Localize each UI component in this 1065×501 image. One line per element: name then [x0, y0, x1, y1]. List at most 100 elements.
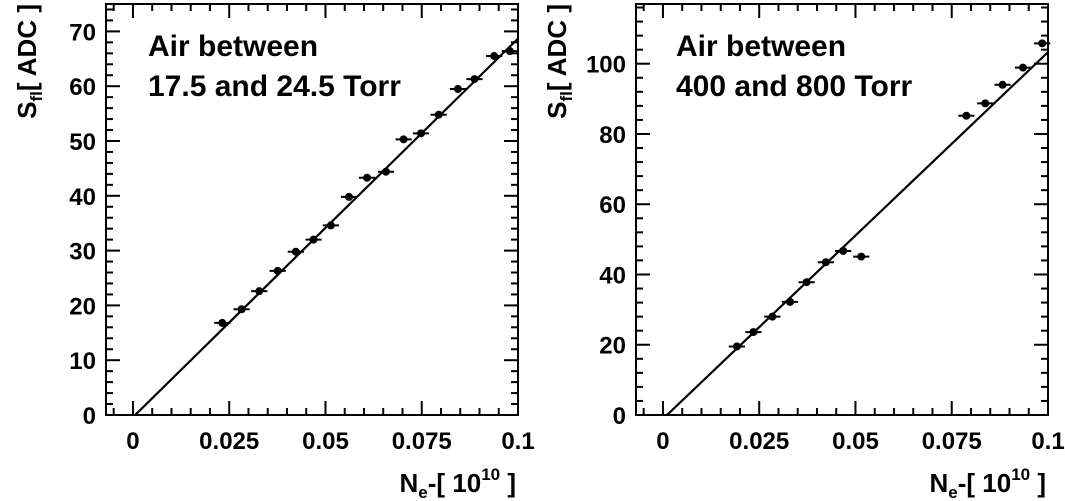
- y-tick-label: 0: [83, 403, 96, 430]
- data-point: [1034, 39, 1051, 48]
- y-tick-label: 10: [69, 348, 96, 375]
- data-marker: [399, 135, 408, 144]
- data-point: [430, 110, 447, 119]
- data-marker: [1018, 63, 1027, 72]
- data-marker: [505, 47, 514, 56]
- data-point: [305, 235, 322, 244]
- x-axis-label-suffix: -[ 10: [958, 468, 1011, 498]
- data-marker: [749, 328, 758, 337]
- data-point: [251, 287, 268, 296]
- y-tick-label: 70: [69, 19, 96, 46]
- data-marker: [1038, 39, 1047, 48]
- data-point: [377, 167, 395, 176]
- data-point: [1014, 63, 1032, 72]
- annotation-line: Air between: [676, 30, 846, 63]
- x-axis-label-sub: e: [418, 483, 427, 501]
- data-marker: [998, 80, 1007, 89]
- data-marker: [786, 297, 795, 306]
- data-marker: [273, 266, 282, 275]
- data-marker: [434, 110, 443, 119]
- data-point: [835, 246, 852, 255]
- fit-line: [133, 37, 518, 415]
- fit-line: [665, 51, 1048, 415]
- data-marker: [309, 235, 318, 244]
- x-tick-label: 0.1: [1031, 428, 1064, 455]
- plot-frame: [105, 3, 519, 416]
- data-marker: [218, 318, 227, 327]
- y-axis-label-sub: fl: [27, 91, 46, 101]
- y-tick-label: 40: [69, 184, 96, 211]
- data-point: [781, 297, 799, 306]
- chart-panel-2: 0 20 40 60 80 100 0 0.025 0.05 0.075 0.1 Air betwee…: [542, 3, 1065, 501]
- data-point: [958, 111, 975, 120]
- data-marker: [802, 278, 811, 287]
- x-tick-label: 0: [656, 428, 669, 455]
- data-marker: [326, 221, 335, 230]
- data-point: [486, 52, 503, 61]
- data-marker: [291, 247, 300, 256]
- data-marker: [344, 192, 353, 201]
- data-marker: [821, 258, 830, 267]
- data-point: [322, 221, 339, 230]
- data-marker: [981, 99, 990, 108]
- data-point: [287, 247, 304, 256]
- data-point: [764, 312, 781, 321]
- data-marker: [470, 75, 479, 84]
- y-tick-label: 30: [69, 239, 96, 266]
- data-point: [853, 252, 870, 261]
- data-marker: [768, 312, 777, 321]
- data-point: [745, 328, 762, 337]
- x-axis-label: Ne-[ 1010 ]: [399, 465, 516, 501]
- data-point: [728, 342, 745, 351]
- x-axis-label-exp: 10: [1011, 465, 1030, 484]
- data-marker: [732, 342, 741, 351]
- data-marker: [453, 84, 462, 93]
- y-axis-label-suffix: [ ADC ]: [12, 4, 42, 91]
- data-marker: [363, 173, 372, 182]
- data-marker: [237, 305, 246, 314]
- x-tick-label: 0.1: [501, 428, 534, 455]
- x-tick-label: 0.025: [729, 428, 789, 455]
- data-marker: [381, 167, 390, 176]
- data-point: [412, 129, 430, 138]
- data-point: [395, 135, 412, 144]
- x-axis-label-main: N: [399, 468, 418, 498]
- x-tick-label: 0.075: [922, 428, 982, 455]
- y-axis-label-suffix: [ ADC ]: [542, 4, 572, 91]
- x-tick-label: 0.05: [832, 428, 879, 455]
- annotation-line: 400 and 800 Torr: [676, 70, 913, 103]
- x-axis-label: Ne-[ 1010 ]: [929, 465, 1046, 501]
- y-axis-label-main: S: [542, 102, 572, 119]
- annotation-line: 17.5 and 24.5 Torr: [148, 70, 401, 103]
- data-point: [798, 278, 815, 287]
- x-axis-label-suffix: -[ 10: [428, 468, 481, 498]
- data-point: [994, 80, 1011, 89]
- x-axis-label-close: ]: [500, 468, 516, 498]
- data-point: [214, 318, 231, 327]
- data-point: [340, 192, 358, 201]
- y-axis-label: Sfl[ ADC ]: [12, 4, 46, 119]
- data-marker: [255, 287, 264, 296]
- data-marker: [416, 129, 425, 138]
- y-tick-label: 50: [69, 129, 96, 156]
- plot-frame: [635, 3, 1049, 416]
- data-point: [817, 258, 834, 267]
- x-tick-label: 0.05: [302, 428, 349, 455]
- x-tick-label: 0.075: [392, 428, 452, 455]
- y-tick-label: 40: [599, 262, 626, 289]
- y-tick-label: 0: [613, 403, 626, 430]
- data-point: [501, 47, 518, 56]
- annotation-line: Air between: [148, 30, 318, 63]
- data-point: [977, 99, 994, 108]
- chart-panel-1: 0 10 20 30 40 50 60 70 0 0.025 0.05 0.075 0.1 Air bet…: [12, 3, 535, 501]
- y-tick-label: 20: [599, 333, 626, 360]
- x-axis-label-main: N: [929, 468, 948, 498]
- data-point: [449, 84, 467, 93]
- data-point: [466, 75, 483, 84]
- y-axis-label-main: S: [12, 102, 42, 119]
- data-marker: [839, 246, 848, 255]
- y-tick-label: 60: [69, 74, 96, 101]
- data-marker: [962, 111, 971, 120]
- x-tick-label: 0.025: [199, 428, 259, 455]
